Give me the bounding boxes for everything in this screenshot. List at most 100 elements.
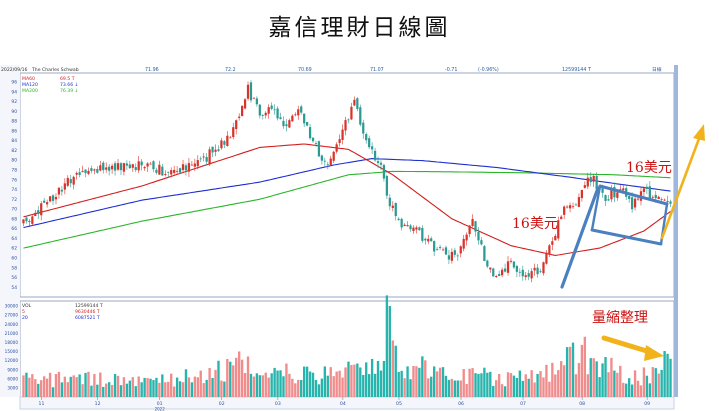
volume-bar <box>261 375 264 397</box>
volume-bar <box>571 342 575 397</box>
volume-bar <box>495 380 498 397</box>
volume-bar <box>137 376 140 397</box>
volume-bar <box>660 369 663 397</box>
candle-body <box>636 198 640 200</box>
candle-body <box>400 218 403 228</box>
volume-bar <box>84 372 87 397</box>
volume-bar <box>397 372 400 397</box>
candle-body <box>592 175 595 182</box>
volume-bar <box>663 351 666 397</box>
candle-body <box>424 238 427 241</box>
candle-body <box>477 231 480 241</box>
candle-body <box>669 201 672 204</box>
volume-bar <box>435 371 439 397</box>
volume-bar <box>184 369 188 397</box>
candlesticks <box>22 80 672 283</box>
candle-body <box>524 275 527 278</box>
volume-bar <box>574 374 578 397</box>
volume-bar <box>619 365 622 397</box>
volume-bar <box>317 384 321 397</box>
candle-body <box>175 170 179 172</box>
volume-bar <box>483 367 486 397</box>
volume-bar <box>214 369 217 397</box>
volume-bar <box>54 373 58 397</box>
candle-body <box>338 139 341 143</box>
price-tick-label: 96 <box>11 79 17 85</box>
volume-bar <box>202 383 205 397</box>
candle-body <box>654 194 657 199</box>
price-tick-label: 62 <box>11 246 17 252</box>
volume-bar <box>40 380 43 397</box>
candle-body <box>69 179 72 184</box>
x-tick-label: 08 <box>579 401 585 407</box>
candle-body <box>495 276 498 278</box>
volume-bar <box>75 377 78 397</box>
price-tick-label: 80 <box>11 158 17 164</box>
volume-arrow-head <box>644 345 664 361</box>
volume-legend-label: 5 <box>22 309 25 315</box>
candle-body <box>143 167 146 169</box>
candle-body <box>232 127 235 138</box>
volume-bar <box>645 375 649 397</box>
volume-bar <box>432 366 436 397</box>
volume-bar <box>149 378 152 397</box>
candle-body <box>633 198 637 208</box>
candle-body <box>261 115 264 116</box>
volume-bar <box>418 367 421 397</box>
volume-bar <box>565 347 569 397</box>
volume-bar <box>524 374 527 397</box>
volume-bar <box>323 366 327 397</box>
volume-note-label: 量縮整理 <box>592 310 648 326</box>
candle-body <box>471 218 474 227</box>
candle-body <box>415 227 418 230</box>
volume-bar <box>613 370 616 397</box>
volume-bar <box>300 379 303 397</box>
candle-body <box>102 162 105 171</box>
candle-body <box>105 167 108 170</box>
candle-body <box>258 104 261 116</box>
candle-body <box>66 177 69 186</box>
volume-bar <box>232 365 235 397</box>
candle-body <box>181 164 185 171</box>
volume-bar <box>229 361 232 397</box>
candle-body <box>113 163 117 171</box>
header-field: 日線 <box>652 66 662 73</box>
candle-body <box>31 216 34 224</box>
candle-body <box>240 105 244 116</box>
candle-body <box>430 238 433 242</box>
volume-bar <box>140 382 143 397</box>
volume-bar <box>630 384 634 397</box>
volume-tick-label: 15000 <box>5 349 19 354</box>
volume-bar <box>362 374 365 397</box>
candle-body <box>503 268 507 272</box>
candle-body <box>276 108 279 119</box>
volume-bar <box>99 372 102 397</box>
volume-bar <box>258 375 262 397</box>
volume-bar <box>385 295 389 397</box>
candle-body <box>533 267 536 271</box>
volume-arrow-shaft <box>601 335 653 355</box>
candle-body <box>565 206 569 208</box>
volume-bar <box>294 383 297 397</box>
volume-bar <box>554 374 557 397</box>
volume-bar <box>622 382 625 397</box>
volume-bar <box>533 382 536 397</box>
candle-body <box>279 117 282 120</box>
volume-bar <box>45 378 49 397</box>
candle-body <box>465 234 468 241</box>
volume-bar <box>193 376 197 397</box>
volume-bar <box>518 370 522 397</box>
candle-body <box>243 99 247 109</box>
candle-body <box>164 174 167 175</box>
volume-bar <box>453 380 457 397</box>
volume-bar <box>22 375 25 397</box>
header-symbol: The Charles Schwab <box>31 67 79 73</box>
volume-bar <box>178 381 182 397</box>
candle-body <box>651 196 654 198</box>
candle-body <box>474 221 477 232</box>
volume-tick-label: 3000 <box>7 386 18 391</box>
flag-left-edge <box>590 184 602 232</box>
header-field: 72.2 <box>225 67 236 73</box>
candle-body <box>205 157 208 162</box>
